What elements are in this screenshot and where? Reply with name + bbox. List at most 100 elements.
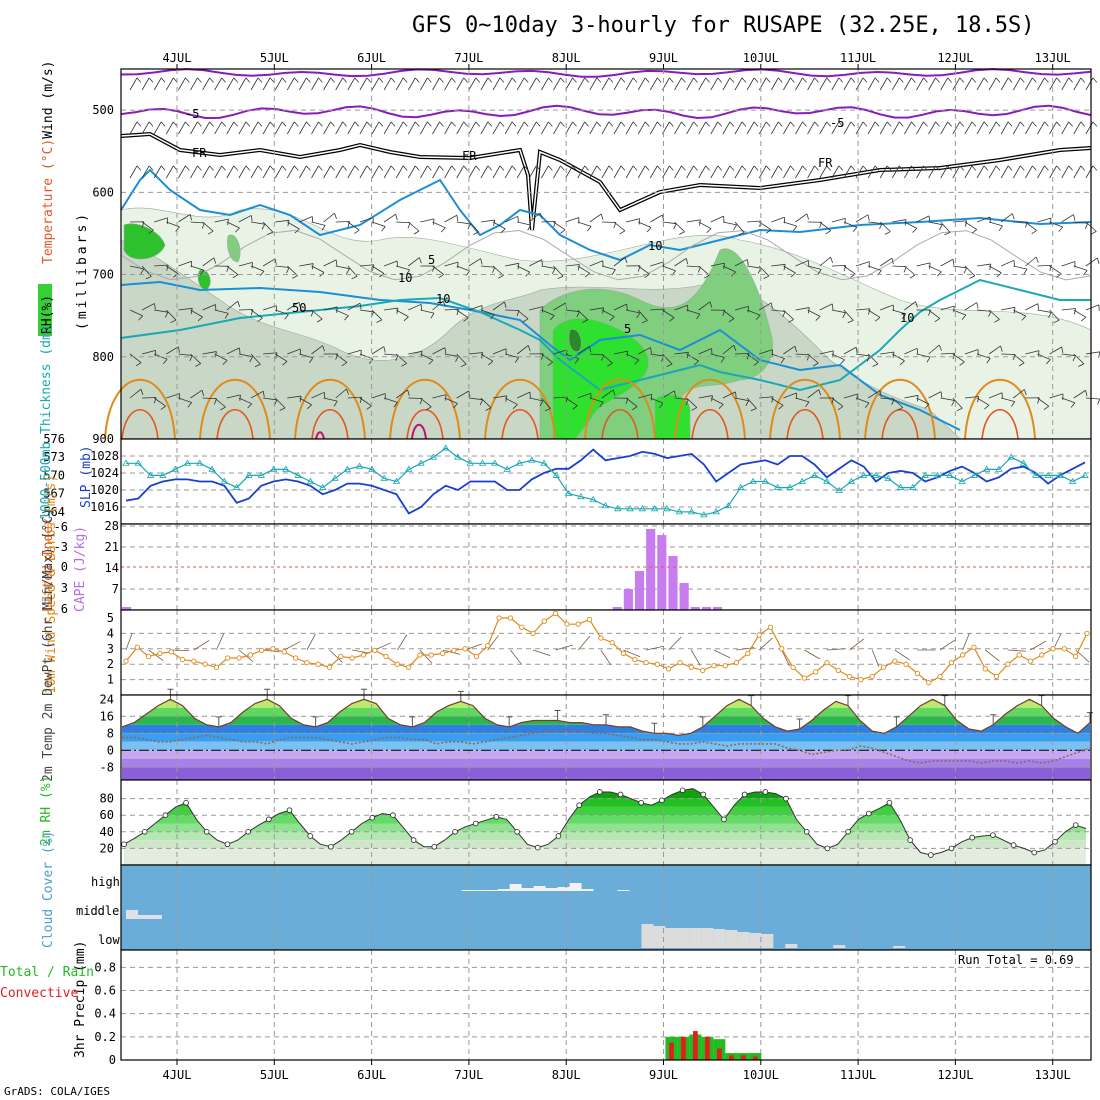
wind10m-point [213,664,220,670]
barb-flag [632,165,638,171]
thickness-point [220,477,229,484]
barb-flag [940,391,943,398]
barb [940,121,949,135]
barb-flag [221,121,226,127]
barb-flag [535,165,541,171]
cloud-bar [557,887,570,891]
barb [1025,350,1040,355]
tick-label: 5 [107,611,114,625]
barb [323,259,337,267]
barb [952,220,967,223]
barb [710,165,719,179]
barb-flag [802,121,807,127]
temp-contour-15 [674,379,746,440]
barb [831,397,844,407]
barb-flag [792,225,798,232]
barb [904,265,916,276]
barb [129,165,138,179]
cloud-bar [521,888,534,891]
barb-flag [988,311,992,317]
barb [407,165,416,179]
cloud-bar [893,946,906,948]
barb [892,219,907,223]
cloud-bar [785,944,798,948]
barb-flag [631,406,638,411]
barb [746,77,755,91]
barb [589,353,604,356]
barb [746,397,757,409]
barb-flag [488,360,494,366]
barb [637,265,650,275]
wind10m-point [451,647,457,653]
barb [976,165,985,179]
barb-flag [891,258,894,265]
barb-flag [983,165,989,171]
wind10m-point [179,656,186,663]
thickness-point [282,465,290,472]
wind10m-barb [781,649,790,667]
barb [287,301,300,311]
barb [299,309,314,312]
barb [988,221,1003,227]
barb [395,165,404,179]
barb-flag [539,400,544,407]
barb-flag [814,121,819,127]
thickness-point [196,459,204,466]
barb-flag [952,353,956,360]
contour-label: FR [192,146,207,160]
barb [964,165,973,179]
barb-flag [403,316,409,322]
barb-flag [765,121,771,127]
temp-band [122,758,1090,768]
barb-flag [830,257,834,263]
wind10m-point [1050,646,1056,652]
barb [783,165,791,179]
slp-line [125,448,1086,515]
barb [504,215,519,223]
cape-bar [690,607,700,610]
tick-label: 1024 [90,466,119,480]
millibars-label: (millibars) [75,211,90,330]
freezing-line-inner [120,133,1092,231]
barb-flag [145,276,152,280]
barb-flag [923,121,928,127]
barb-flag [294,228,300,234]
barb-flag [644,121,650,127]
barb-flag [1053,319,1060,324]
temperature-contours [104,68,1092,440]
barb-flag [926,356,931,363]
barb [879,257,893,267]
barb-flag [674,390,677,397]
day-label: 12JUL [937,1068,973,1082]
barb-flag [994,319,1000,323]
barb-flag [334,213,337,219]
thickness-point [786,483,794,490]
barb [468,352,483,355]
barb [891,121,900,135]
contour-label: 10 [900,311,914,325]
barb-flag [572,121,577,127]
barb-flag [1080,77,1086,83]
barb-flag [681,77,686,83]
barb [698,301,711,311]
barb-flag [718,404,724,409]
barb [238,397,252,405]
wind10m-barb [193,640,210,651]
convective-bar [704,1036,710,1060]
barb-flag [190,308,193,315]
barb [420,353,434,361]
barb [226,165,235,179]
precip-background [121,950,1091,1060]
barb-flag [923,77,928,83]
barb [286,121,295,135]
thickness-point [1019,459,1028,466]
barb [1000,77,1009,91]
barb-flag [826,77,831,83]
barb-flag [669,121,674,127]
wind10m-point [530,630,536,637]
wind10m-point [654,661,661,667]
barb [1073,265,1088,271]
barb [178,121,186,135]
rh-point [534,844,541,851]
barb [129,388,142,399]
